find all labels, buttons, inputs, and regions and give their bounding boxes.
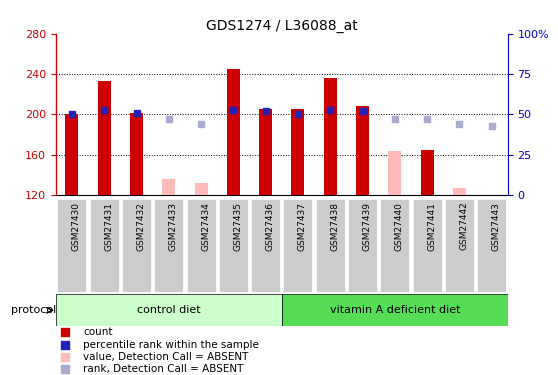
FancyBboxPatch shape <box>283 199 312 292</box>
Bar <box>421 150 434 195</box>
Text: GSM27434: GSM27434 <box>201 202 210 250</box>
Text: GSM27437: GSM27437 <box>298 202 307 251</box>
Bar <box>453 188 466 195</box>
Bar <box>356 106 369 195</box>
FancyBboxPatch shape <box>186 199 215 292</box>
Text: GSM27438: GSM27438 <box>330 202 339 251</box>
Text: GSM27430: GSM27430 <box>72 202 81 251</box>
Bar <box>259 110 272 195</box>
Text: percentile rank within the sample: percentile rank within the sample <box>83 339 259 350</box>
Text: GSM27439: GSM27439 <box>363 202 372 251</box>
Text: GSM27442: GSM27442 <box>459 202 468 250</box>
FancyBboxPatch shape <box>154 199 184 292</box>
FancyBboxPatch shape <box>380 199 410 292</box>
Text: rank, Detection Call = ABSENT: rank, Detection Call = ABSENT <box>83 364 243 374</box>
Text: GSM27440: GSM27440 <box>395 202 404 250</box>
Text: GSM27436: GSM27436 <box>266 202 275 251</box>
Bar <box>130 113 143 195</box>
FancyBboxPatch shape <box>348 199 377 292</box>
Text: GSM27432: GSM27432 <box>137 202 146 250</box>
Text: control diet: control diet <box>137 305 201 315</box>
FancyBboxPatch shape <box>477 199 506 292</box>
Text: count: count <box>83 327 112 338</box>
FancyBboxPatch shape <box>57 199 86 292</box>
Text: GSM27441: GSM27441 <box>427 202 436 250</box>
FancyBboxPatch shape <box>412 199 441 292</box>
Text: GSM27433: GSM27433 <box>169 202 178 251</box>
Bar <box>65 114 78 195</box>
FancyBboxPatch shape <box>122 199 151 292</box>
Text: GSM27431: GSM27431 <box>104 202 113 251</box>
Bar <box>162 179 175 195</box>
Bar <box>195 183 208 195</box>
FancyBboxPatch shape <box>219 199 248 292</box>
Title: GDS1274 / L36088_at: GDS1274 / L36088_at <box>206 19 358 33</box>
Bar <box>227 69 240 195</box>
Bar <box>291 110 305 195</box>
Text: GSM27435: GSM27435 <box>233 202 242 251</box>
FancyBboxPatch shape <box>445 199 474 292</box>
Text: vitamin A deficient diet: vitamin A deficient diet <box>330 305 460 315</box>
Bar <box>282 294 508 326</box>
FancyBboxPatch shape <box>251 199 280 292</box>
Bar <box>324 78 336 195</box>
Text: GSM27443: GSM27443 <box>492 202 501 250</box>
Bar <box>388 151 401 195</box>
Bar <box>98 81 110 195</box>
Text: protocol: protocol <box>11 305 56 315</box>
Text: value, Detection Call = ABSENT: value, Detection Call = ABSENT <box>83 352 248 362</box>
FancyBboxPatch shape <box>316 199 345 292</box>
Bar <box>56 294 282 326</box>
FancyBboxPatch shape <box>90 199 119 292</box>
